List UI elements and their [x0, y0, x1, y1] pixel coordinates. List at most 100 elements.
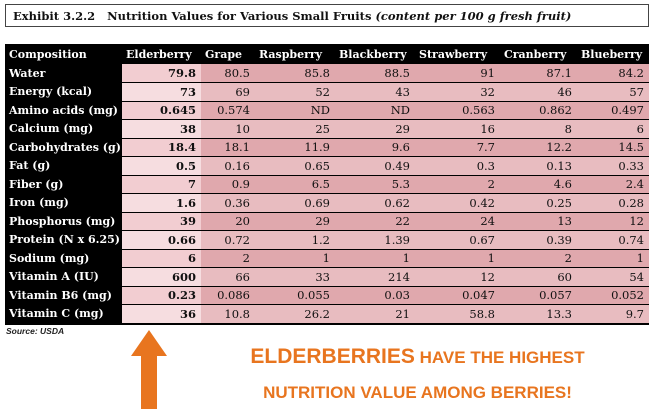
table-cell: 6: [122, 249, 201, 268]
row-label: Vitamin B6 (mg): [5, 286, 122, 305]
row-label: Fat (g): [5, 156, 122, 176]
table-cell: 0.862: [500, 101, 577, 120]
table-row: Fat (g) 0.5 0.16 0.65 0.49 0.3 0.13 0.33: [5, 156, 649, 176]
column-header-elderberry: Elderberry: [122, 44, 201, 64]
table-cell: 32: [415, 82, 500, 102]
table-cell: 14.5: [577, 138, 649, 157]
table-cell: 88.5: [335, 64, 415, 83]
row-label: Sodium (mg): [5, 249, 122, 268]
table-cell: 18.4: [122, 138, 201, 157]
row-label: Amino acids (mg): [5, 101, 122, 120]
table-cell: 0.9: [201, 175, 255, 194]
table-cell: 0.047: [415, 286, 500, 305]
table-cell: 11.9: [255, 138, 335, 157]
exhibit-caption: Exhibit 3.2.2 Nutrition Values for Vario…: [5, 4, 649, 27]
table-cell: 57: [577, 82, 649, 102]
table-row: Vitamin A (IU) 600 66 33 214 12 60 54: [5, 267, 649, 287]
nutrition-table: Composition Elderberry Grape Raspberry Black…: [5, 44, 649, 324]
table-cell: 79.8: [122, 64, 201, 83]
table-cell: 0.645: [122, 101, 201, 120]
table-cell: 2: [201, 249, 255, 268]
table-cell: 20: [201, 212, 255, 231]
table-cell: 1: [255, 249, 335, 268]
table-cell: 5.3: [335, 175, 415, 194]
table-cell: 54: [577, 267, 649, 287]
nutrition-table-container: Composition Elderberry Grape Raspberry Black…: [5, 44, 649, 325]
table-cell: 10.8: [201, 304, 255, 324]
table-cell: 12.2: [500, 138, 577, 157]
table-cell: 0.3: [415, 156, 500, 176]
table-row: Iron (mg) 1.6 0.36 0.69 0.62 0.42 0.25 0.28: [5, 193, 649, 213]
table-cell: 0.497: [577, 101, 649, 120]
table-cell: 1.39: [335, 230, 415, 250]
table-cell: ND: [255, 101, 335, 120]
table-cell: 4.6: [500, 175, 577, 194]
table-cell: 66: [201, 267, 255, 287]
table-cell: 0.42: [415, 193, 500, 213]
up-arrow-icon: [131, 330, 167, 409]
table-cell: 29: [335, 119, 415, 139]
table-cell: 214: [335, 267, 415, 287]
table-cell: 2.4: [577, 175, 649, 194]
table-cell: 80.5: [201, 64, 255, 83]
source-note: Source: USDA: [6, 326, 65, 336]
row-label: Energy (kcal): [5, 82, 122, 102]
exhibit-subtitle: (content per 100 g fresh fruit): [375, 9, 572, 23]
table-cell: 2: [415, 175, 500, 194]
callout-elderberries: ELDERBERRIES: [250, 345, 415, 368]
table-row: Phosphorus (mg) 39 20 29 22 24 13 12: [5, 212, 649, 231]
table-row: Sodium (mg) 6 2 1 1 1 2 1: [5, 249, 649, 268]
table-cell: 69: [201, 82, 255, 102]
table-cell: 1: [335, 249, 415, 268]
table-cell: 13: [500, 212, 577, 231]
table-cell: 9.6: [335, 138, 415, 157]
table-cell: 7: [122, 175, 201, 194]
table-cell: 12: [577, 212, 649, 231]
table-row: Amino acids (mg) 0.645 0.574 ND ND 0.563 0.862…: [5, 101, 649, 120]
table-cell: 8: [500, 119, 577, 139]
column-header-blueberry: Blueberry: [577, 44, 649, 64]
table-cell: 38: [122, 119, 201, 139]
table-cell: 18.1: [201, 138, 255, 157]
table-cell: 0.052: [577, 286, 649, 305]
table-cell: 29: [255, 212, 335, 231]
row-label: Carbohydrates (g): [5, 138, 122, 157]
table-cell: 85.8: [255, 64, 335, 83]
table-cell: 0.25: [500, 193, 577, 213]
table-cell: 26.2: [255, 304, 335, 324]
table-cell: 2: [500, 249, 577, 268]
table-cell: 1.2: [255, 230, 335, 250]
callout-line-1: ELDERBERRIES HAVE THE HIGHEST: [190, 340, 645, 376]
table-cell: 46: [500, 82, 577, 102]
table-cell: 6.5: [255, 175, 335, 194]
table-cell: 6: [577, 119, 649, 139]
table-cell: 52: [255, 82, 335, 102]
table-cell: 87.1: [500, 64, 577, 83]
table-cell: 84.2: [577, 64, 649, 83]
table-cell: 0.69: [255, 193, 335, 213]
table-cell: 58.8: [415, 304, 500, 324]
table-cell: 0.66: [122, 230, 201, 250]
row-label: Water: [5, 64, 122, 83]
column-header-blackberry: Blackberry: [335, 44, 415, 64]
table-cell: 0.055: [255, 286, 335, 305]
table-cell: 0.28: [577, 193, 649, 213]
column-header-cranberry: Cranberry: [500, 44, 577, 64]
table-cell: 10: [201, 119, 255, 139]
table-cell: 43: [335, 82, 415, 102]
table-row: Water 79.8 80.5 85.8 88.5 91 87.1 84.2: [5, 64, 649, 83]
table-cell: 0.23: [122, 286, 201, 305]
table-cell: 0.74: [577, 230, 649, 250]
table-cell: 0.39: [500, 230, 577, 250]
table-row: Fiber (g) 7 0.9 6.5 5.3 2 4.6 2.4: [5, 175, 649, 194]
row-label: Fiber (g): [5, 175, 122, 194]
callout-highest: HAVE THE HIGHEST: [414, 348, 585, 367]
table-cell: 12: [415, 267, 500, 287]
table-cell: 0.057: [500, 286, 577, 305]
table-row: Energy (kcal) 73 69 52 43 32 46 57: [5, 82, 649, 102]
table-cell: 600: [122, 267, 201, 287]
callout-text: ELDERBERRIES HAVE THE HIGHEST NUTRITION …: [190, 340, 645, 409]
table-cell: 1.6: [122, 193, 201, 213]
table-cell: 0.574: [201, 101, 255, 120]
table-cell: 25: [255, 119, 335, 139]
